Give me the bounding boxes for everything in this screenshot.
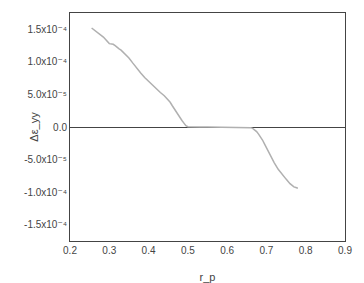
svg-text:0.9: 0.9 [338, 245, 352, 256]
svg-text:-1.5x10⁻⁴: -1.5x10⁻⁴ [24, 219, 67, 230]
svg-text:0.7: 0.7 [259, 245, 273, 256]
svg-text:-1.0x10⁻⁴: -1.0x10⁻⁴ [24, 187, 67, 198]
svg-text:5.0x10⁻⁵: 5.0x10⁻⁵ [28, 89, 67, 100]
svg-text:0.0: 0.0 [53, 122, 67, 133]
svg-text:1.0x10⁻⁴: 1.0x10⁻⁴ [27, 56, 67, 67]
svg-text:0.6: 0.6 [220, 245, 234, 256]
svg-text:0.3: 0.3 [102, 245, 116, 256]
svg-text:0.2: 0.2 [63, 245, 77, 256]
svg-text:-5.0x10⁻⁵: -5.0x10⁻⁵ [24, 154, 67, 165]
svg-text:0.5: 0.5 [181, 245, 195, 256]
svg-text:r_p: r_p [200, 271, 216, 283]
svg-text:Δε_yy: Δε_yy [28, 112, 40, 142]
svg-text:1.5x10⁻⁴: 1.5x10⁻⁴ [27, 24, 67, 35]
svg-text:0.4: 0.4 [142, 245, 156, 256]
svg-text:0.8: 0.8 [299, 245, 313, 256]
